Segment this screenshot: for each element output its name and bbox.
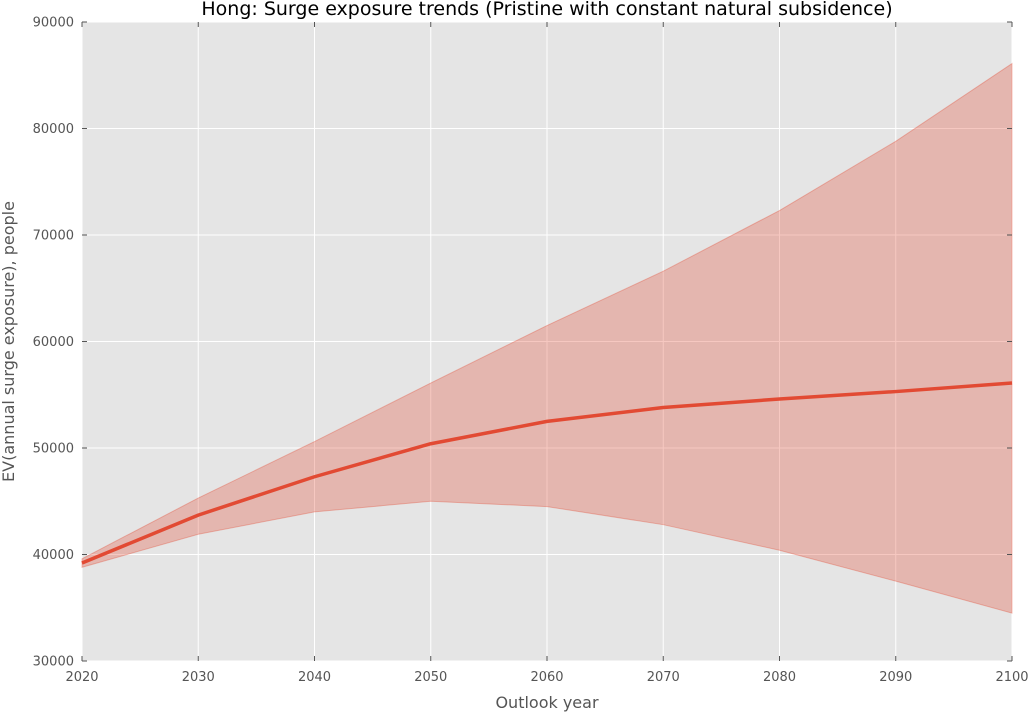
x-tick-label: 2040: [298, 670, 331, 685]
x-tick-label: 2060: [530, 670, 563, 685]
series-line: [81, 381, 1013, 565]
y-tick-label: 50000: [33, 442, 74, 457]
x-tick-label: 2050: [414, 670, 447, 685]
x-axis-label: Outlook year: [495, 693, 599, 712]
y-tick-label: 80000: [33, 122, 74, 137]
x-tick-label: 2080: [763, 670, 796, 685]
x-tick-label: 2030: [182, 670, 215, 685]
series-line-layer: [81, 381, 1013, 565]
ticks: 2020 2030 2040 2050 2060 2070 2080 2090 2100 3000…: [33, 16, 1028, 686]
y-tick-label: 40000: [33, 548, 74, 563]
y-tick-label: 70000: [33, 229, 74, 244]
y-tick-label: 90000: [33, 16, 74, 31]
x-tick-label: 2020: [65, 670, 98, 685]
x-tick-label: 2100: [995, 670, 1028, 685]
y-tick-label: 30000: [33, 655, 74, 670]
chart-title: Hong: Surge exposure trends (Pristine wi…: [201, 0, 892, 20]
x-tick-label: 2090: [879, 670, 912, 685]
y-axis-label: EV(annual surge exposure), people: [0, 201, 18, 482]
x-tick-label: 2070: [647, 670, 680, 685]
y-tick-label: 60000: [33, 335, 74, 350]
